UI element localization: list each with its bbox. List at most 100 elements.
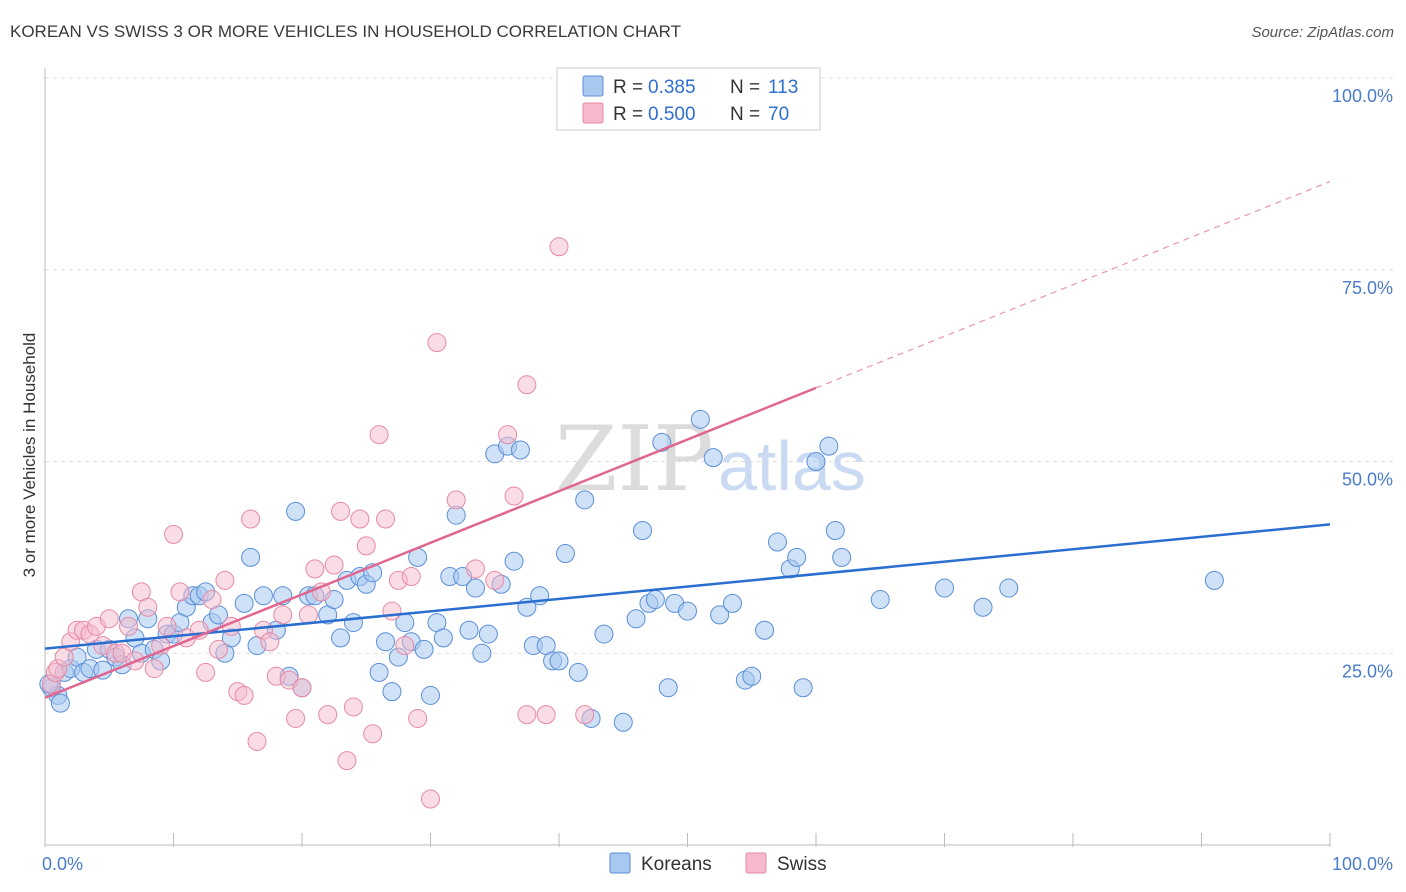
point-swiss: [401, 567, 421, 587]
point-swiss: [465, 559, 485, 579]
point-koreans: [755, 620, 775, 640]
legend-swatch-swiss: [582, 102, 604, 124]
point-swiss: [138, 597, 158, 617]
point-koreans: [421, 685, 440, 705]
point-koreans: [50, 693, 70, 713]
legend-n-label-swiss: N =: [730, 104, 760, 125]
point-swiss: [247, 731, 267, 751]
point-koreans: [1204, 570, 1224, 590]
point-koreans: [414, 639, 434, 659]
y-tick-label: 75.0%: [1342, 278, 1393, 298]
legend-n-value-koreans: 113: [768, 77, 798, 98]
point-swiss: [208, 639, 228, 659]
trend-layer: [44, 180, 1331, 699]
bottom-legend-swatch-koreans: [609, 852, 631, 874]
point-koreans: [703, 448, 723, 468]
point-koreans: [253, 586, 273, 606]
point-koreans: [999, 578, 1019, 598]
point-swiss: [215, 570, 235, 590]
point-swiss: [395, 636, 415, 656]
point-swiss: [324, 555, 344, 575]
point-swiss: [369, 425, 389, 445]
bottom-legend-label-swiss: Swiss: [777, 854, 827, 875]
point-swiss: [337, 751, 357, 771]
point-swiss: [343, 697, 363, 717]
legend-r-label-swiss: R =: [613, 104, 643, 125]
point-koreans: [343, 613, 363, 633]
x-tick-label-min: 0.0%: [42, 854, 83, 874]
series-koreans: [39, 409, 1224, 732]
point-koreans: [510, 440, 530, 460]
point-swiss: [485, 570, 505, 590]
y-tick-label: 50.0%: [1342, 470, 1393, 490]
point-koreans: [973, 597, 993, 617]
point-swiss: [170, 582, 190, 602]
trend-line-swiss-extension: [815, 180, 1331, 389]
point-swiss: [331, 501, 351, 521]
point-swiss: [382, 601, 402, 621]
point-koreans: [382, 682, 402, 702]
point-swiss: [427, 333, 447, 353]
point-swiss: [144, 659, 164, 679]
y-tick-label: 100.0%: [1332, 86, 1393, 106]
point-swiss: [298, 605, 318, 625]
point-koreans: [787, 547, 807, 567]
point-koreans: [376, 632, 396, 652]
point-koreans: [870, 590, 890, 610]
point-koreans: [819, 436, 839, 456]
point-koreans: [626, 609, 646, 629]
point-swiss: [196, 662, 216, 682]
point-swiss: [234, 685, 254, 705]
point-swiss: [517, 705, 537, 725]
series-swiss: [41, 237, 595, 809]
point-koreans: [241, 547, 261, 567]
point-koreans: [575, 490, 595, 510]
legend-r-value-koreans: 0.385: [648, 77, 696, 98]
point-swiss: [241, 509, 261, 529]
point-koreans: [678, 601, 697, 621]
point-swiss: [286, 708, 306, 728]
point-swiss: [260, 632, 280, 652]
bottom-legend-swatch-swiss: [745, 852, 767, 874]
point-koreans: [806, 452, 826, 471]
point-koreans: [633, 521, 653, 541]
point-koreans: [465, 578, 485, 598]
point-koreans: [478, 624, 498, 644]
point-swiss: [408, 708, 428, 728]
trend-line-swiss: [44, 386, 817, 699]
point-koreans: [935, 578, 954, 598]
bottom-legend: Koreans Swiss: [609, 852, 827, 875]
point-swiss: [99, 609, 119, 629]
x-tick-labels: 0.0% 100.0%: [42, 854, 1393, 874]
watermark-atlas: atlas: [718, 427, 866, 505]
point-swiss: [202, 590, 222, 610]
point-koreans: [331, 628, 351, 648]
point-swiss: [273, 605, 293, 625]
point-swiss: [164, 524, 183, 544]
point-swiss: [536, 705, 556, 725]
point-swiss: [421, 789, 440, 809]
watermark: ZIP atlas: [555, 407, 866, 512]
point-koreans: [613, 712, 633, 732]
point-koreans: [767, 532, 787, 552]
point-koreans: [555, 544, 575, 564]
chart-title: KOREAN VS SWISS 3 OR MORE VEHICLES IN HO…: [10, 22, 681, 41]
point-swiss: [356, 536, 376, 556]
y-tick-labels: 25.0% 50.0% 75.0% 100.0%: [1332, 86, 1393, 681]
point-swiss: [318, 705, 338, 725]
point-koreans: [710, 605, 730, 625]
point-swiss: [305, 559, 325, 579]
top-legend: R = 0.385 N = 113 R = 0.500 N = 70: [556, 67, 821, 131]
legend-n-label-koreans: N =: [730, 77, 760, 98]
point-koreans: [369, 662, 389, 682]
point-koreans: [832, 547, 852, 567]
point-swiss: [498, 425, 518, 445]
legend-swatch-koreans: [582, 75, 604, 97]
point-koreans: [504, 551, 524, 571]
point-koreans: [549, 651, 569, 671]
point-koreans: [645, 590, 665, 610]
point-koreans: [459, 620, 479, 640]
point-swiss: [549, 237, 569, 257]
point-koreans: [472, 643, 492, 663]
